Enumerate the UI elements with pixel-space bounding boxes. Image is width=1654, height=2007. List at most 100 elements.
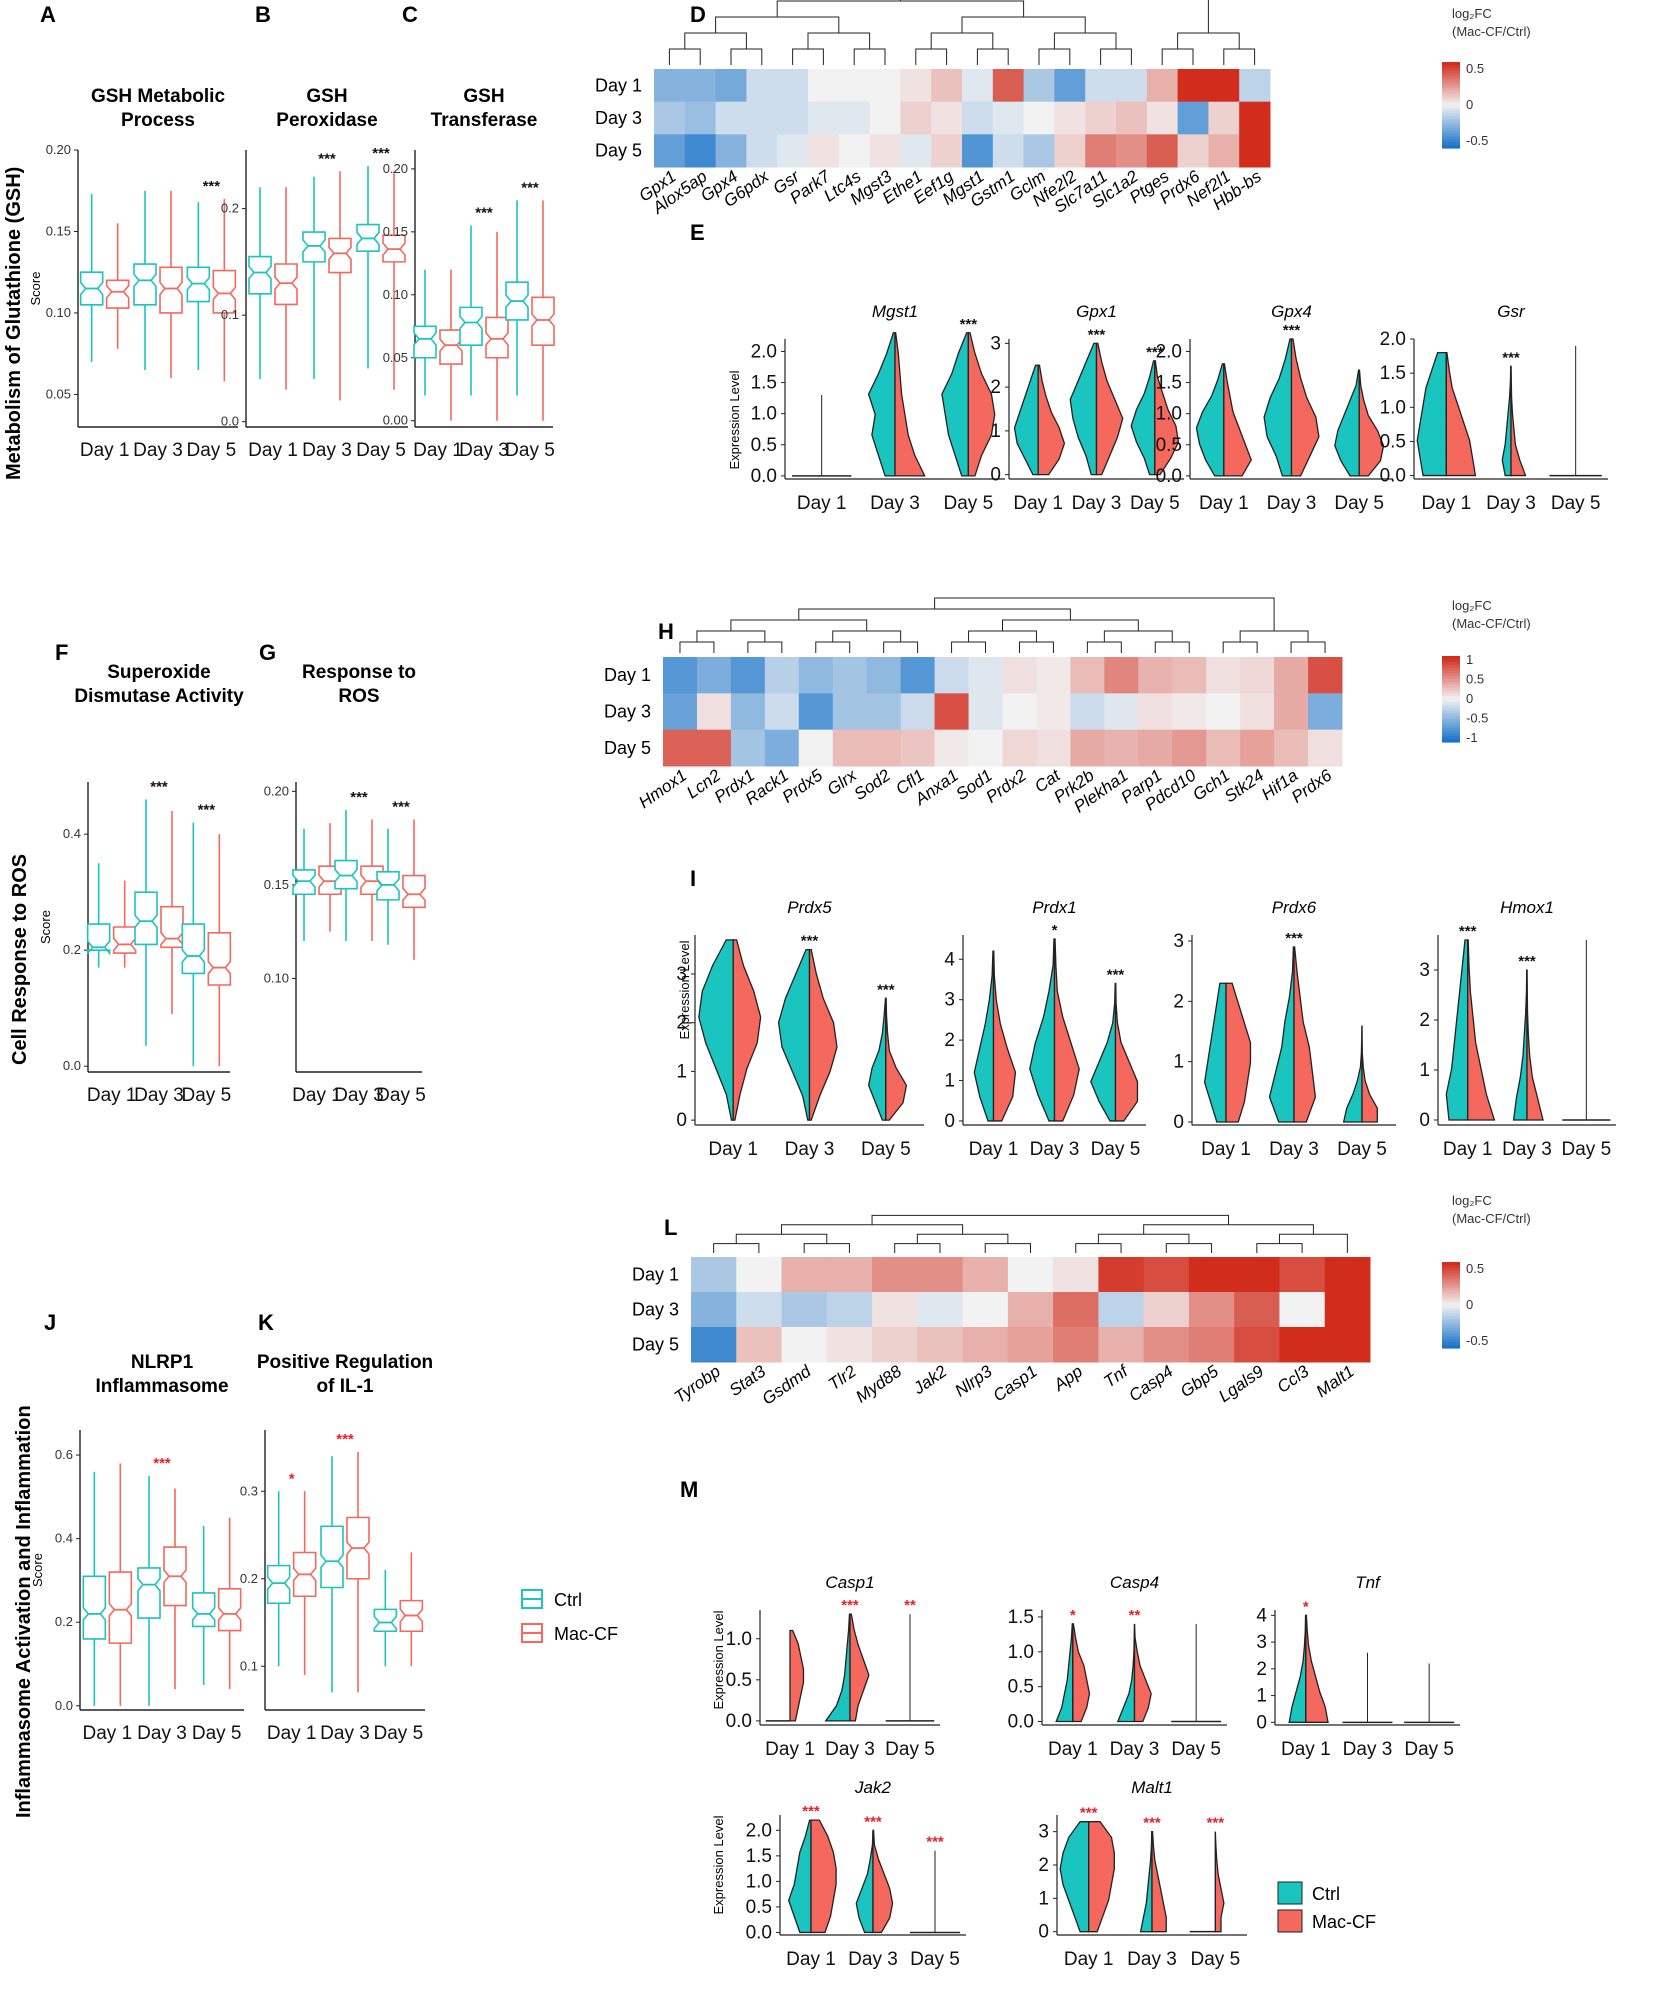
y-tick-label: 0.15 <box>264 877 289 892</box>
x-tick-label: Day 1 <box>87 1085 137 1106</box>
heatmap-cell <box>1116 101 1148 135</box>
significance-stars: *** <box>392 798 410 815</box>
heatmap-cell <box>691 1292 737 1328</box>
heatmap-gene-label: Casp1 <box>990 1362 1041 1406</box>
violin-half-ctrl <box>1203 982 1227 1123</box>
y-tick-label: 2 <box>676 1013 687 1034</box>
dendrogram-branch <box>730 48 763 65</box>
heatmap-cell <box>832 693 868 731</box>
heatmap-cell <box>832 657 868 694</box>
heatmap-cell <box>1098 1257 1145 1293</box>
violin-half-ctrl <box>1090 982 1117 1122</box>
x-tick-label: Day 5 <box>374 1723 424 1744</box>
violin-gene-title: Prdx5 <box>787 898 832 917</box>
violin-panel-E3: Gpx4 2.0 1.5 1.0 0.5 0.0 Day 1 Day 3 *** Day 5 <box>1156 302 1393 514</box>
significance-stars: *** <box>1502 349 1520 366</box>
color-scale-step <box>1442 736 1460 740</box>
x-tick-label: Day 5 <box>192 1723 242 1744</box>
dendrogram-branch <box>1143 1224 1314 1235</box>
box-panel-K: K Positive Regulation of IL-1 0.3 0.2 0.1 Day … <box>240 1310 433 1744</box>
y-tick-label: 2.0 <box>1156 341 1182 362</box>
significance-stars: *** <box>926 1834 944 1851</box>
color-scale-title: log₂FC <box>1452 598 1492 613</box>
heatmap-cell <box>838 101 871 135</box>
y-tick-label: 0 <box>1256 1712 1267 1733</box>
violin-panel-M4: Jak2 2.0 1.5 1.0 0.5 0.0 Day 1 *** Day 3 *** Day 5… <box>746 1778 966 1970</box>
heatmap-cell <box>1070 693 1105 731</box>
y-tick-label: 4 <box>1256 1605 1267 1626</box>
violin-half-ctrl <box>855 1830 874 1934</box>
heatmap-cell <box>962 1327 1009 1363</box>
violin-half-ctrl <box>1059 1821 1090 1933</box>
heatmap-cell <box>866 657 902 694</box>
box-ctrl <box>302 231 326 263</box>
violin-panel-E1: Mgst1 2.0 1.5 1.0 0.5 0.0 Day 1 Day 3 Day 5 *** <box>751 302 1005 514</box>
heatmap-cell <box>715 69 747 103</box>
color-scale-step <box>1442 701 1460 706</box>
violin-half-mac <box>808 948 838 1121</box>
heatmap-cell <box>931 69 963 103</box>
box-ctrl <box>86 923 111 956</box>
heatmap-cell <box>1206 693 1241 731</box>
significance-stars: *** <box>864 1813 882 1830</box>
significance-stars: *** <box>475 205 493 222</box>
box-ctrl <box>292 869 316 896</box>
dendrogram-branch <box>934 597 1275 631</box>
box-ctrl <box>413 325 437 359</box>
heatmap-cell <box>1098 1327 1145 1363</box>
violin-half-ctrl <box>698 939 734 1121</box>
color-scale-step <box>1442 710 1460 714</box>
y-tick-label: 3 <box>676 964 687 985</box>
color-scale-step <box>1442 673 1460 677</box>
heatmap-gene-label: Jak2 <box>909 1361 951 1398</box>
heatmap-cell <box>838 69 871 103</box>
violin-gene-title: Malt1 <box>1131 1778 1173 1797</box>
heatmap-cell <box>1188 1327 1235 1363</box>
heatmap-cell <box>1143 1292 1190 1328</box>
box-ctrl <box>334 859 358 890</box>
color-scale-step <box>1442 1345 1460 1349</box>
panel-title-line: Peroxidase <box>276 110 377 131</box>
y-tick-label: 0.5 <box>746 1897 772 1918</box>
y-tick-label: 0.5 <box>1156 435 1182 456</box>
heatmap-cell <box>866 729 902 767</box>
color-scale-step <box>1442 145 1460 149</box>
panel-label-I: I <box>690 866 696 891</box>
color-scale-step <box>1442 102 1460 106</box>
panel-label-K: K <box>258 1310 274 1335</box>
dendrogram-branch <box>871 1214 1230 1225</box>
heatmap-cell <box>917 1257 964 1293</box>
heatmap-cell <box>696 657 732 694</box>
heatmap-row-label: Day 5 <box>604 738 651 758</box>
y-tick-label: 1.0 <box>1156 404 1182 425</box>
violin-gene-title: Casp1 <box>825 1573 874 1592</box>
heatmap-cell <box>808 101 840 135</box>
box-mac <box>105 279 130 309</box>
y-tick-label: 2 <box>1173 991 1184 1012</box>
dendrogram-branch <box>1222 641 1258 653</box>
heatmap-row-label: Day 1 <box>595 75 642 95</box>
violin-half-mac <box>1361 1025 1378 1123</box>
significance-stars: *** <box>372 145 390 162</box>
box-ctrl <box>133 263 157 306</box>
significance-stars: *** <box>336 1431 354 1448</box>
y-tick-label: 1.5 <box>1008 1607 1034 1628</box>
heatmap-cell <box>826 1327 873 1363</box>
heatmap-cell <box>1188 1257 1235 1293</box>
heatmap-row-label: Day 5 <box>595 141 642 161</box>
violin-panel-E4: Gsr 2.0 1.5 1.0 0.5 0.0 Day 1 Day 3 *** Day 5 <box>1380 302 1608 514</box>
panel-title-line: ROS <box>338 686 379 707</box>
heatmap-cell <box>1234 1257 1280 1293</box>
section-label-inflammation: Inflammasome Activation and Inflammation <box>13 1405 35 1818</box>
y-tick-label: 3 <box>1038 1822 1049 1843</box>
x-tick-label: Day 3 <box>1110 1739 1160 1760</box>
x-tick-label: Day 1 <box>1422 493 1472 514</box>
heatmap-gene-label: Ccl3 <box>1274 1361 1313 1396</box>
x-tick-label: Day 1 <box>1281 1739 1331 1760</box>
heatmap-cell <box>992 134 1025 168</box>
dendrogram-branch <box>776 0 1025 17</box>
heatmap-cell <box>1279 1257 1326 1293</box>
panel-label-A: A <box>40 2 56 27</box>
x-tick-label: Day 1 <box>1048 1739 1098 1760</box>
dendrogram-branch <box>713 1243 760 1253</box>
